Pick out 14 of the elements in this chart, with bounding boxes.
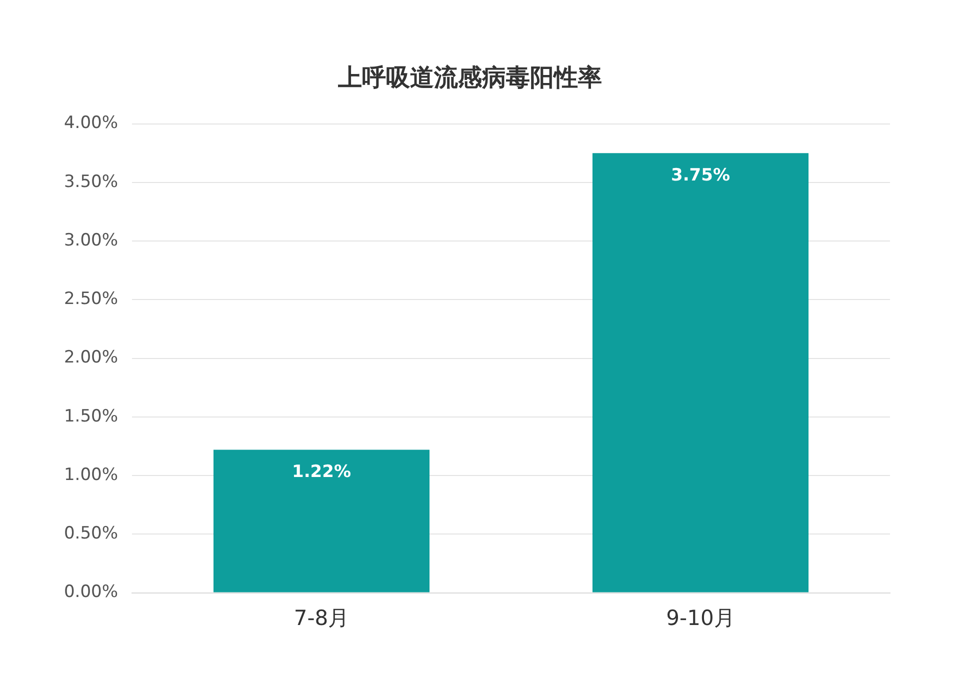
y-tick-label: 1.50% <box>64 406 118 426</box>
x-tick-label: 9-10月 <box>666 606 735 630</box>
y-tick-label: 2.50% <box>64 289 118 310</box>
data-label: 3.75% <box>671 166 730 186</box>
data-label: 1.22% <box>292 462 351 482</box>
y-tick-label: 2.00% <box>64 348 118 368</box>
chart-title: 上呼吸道流感病毒阳性率 <box>337 64 602 92</box>
y-tick-label: 3.50% <box>64 172 118 192</box>
y-tick-label: 0.50% <box>64 524 118 544</box>
y-tick-label: 1.00% <box>64 464 118 485</box>
y-tick-label: 0.00% <box>64 582 118 602</box>
y-tick-label: 3.00% <box>64 230 118 250</box>
x-tick-label: 7-8月 <box>294 606 350 630</box>
y-tick-label: 4.00% <box>64 113 118 134</box>
